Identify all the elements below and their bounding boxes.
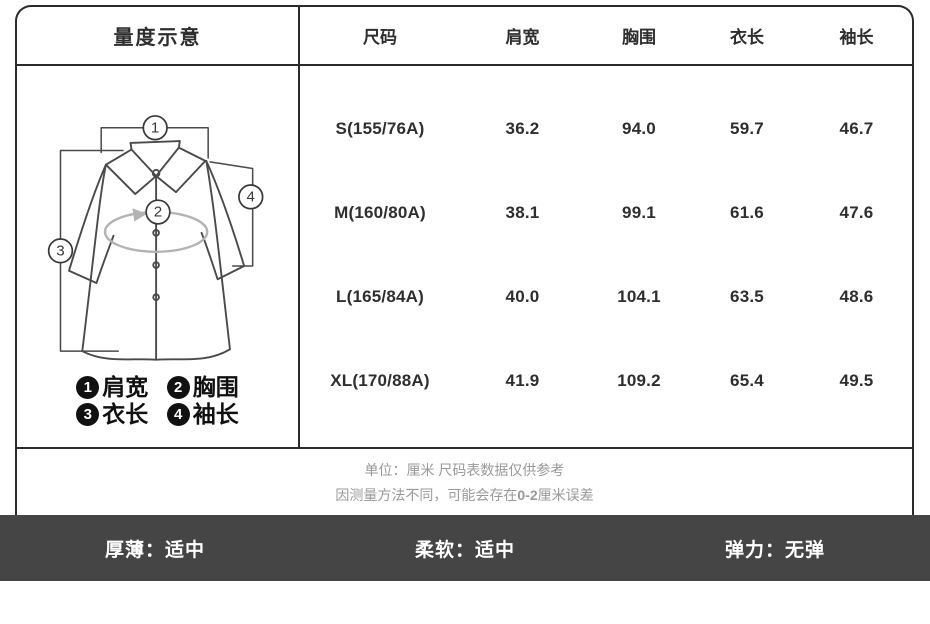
cell-shoulder: 38.1 [505,203,540,222]
chart-top-section: 量度示意 [17,7,912,449]
filled-circle-3-icon: 3 [76,403,100,426]
cell-bust: 99.1 [622,203,656,222]
cell-bust: 109.2 [617,371,661,390]
table-row-m: M(160/80A) 38.1 99.1 61.6 47.6 [300,171,912,255]
legend-item-sleeve: 4 袖长 [166,401,239,428]
legend-item-length: 3 衣长 [76,401,148,428]
attribute-softness: 柔软：适中 [414,539,515,561]
note-line-2-emphasis: 0-2 [517,487,538,503]
fabric-attributes-bar: 厚薄：适中 柔软：适中 弹力：无弹 [0,515,930,581]
legend-item-shoulder: 1 肩宽 [76,374,148,401]
cell-sleeve: 46.7 [839,119,874,138]
table-row-xl: XL(170/88A) 41.9 109.2 65.4 49.5 [300,339,912,423]
cell-shoulder: 40.0 [505,287,540,306]
cell-sleeve: 49.5 [839,371,874,390]
cell-bust: 94.0 [622,119,656,138]
marker-3-icon: 3 [47,238,73,264]
note-line-2: 因测量方法不同，可能会存在0-2厘米误差 [17,483,912,508]
cell-length: 61.6 [730,203,764,222]
svg-text:2: 2 [153,204,161,221]
note-line-2-prefix: 因测量方法不同，可能会存在 [335,487,518,503]
legend-line-1: 1 肩宽 2 胸围 [17,374,298,401]
filled-circle-1-icon: 1 [76,376,100,399]
shirt-measurement-diagram: 1 2 3 4 [47,115,263,361]
column-header-length: 衣长 [730,28,764,47]
legend-label: 衣长 [102,401,149,427]
cell-sleeve: 48.6 [839,287,874,306]
column-header-size: 尺码 [363,28,397,47]
disclaimer-notes: 单位：厘米 尺码表数据仅供参考 因测量方法不同，可能会存在0-2厘米误差 [17,449,912,515]
column-header-sleeve: 袖长 [839,28,874,47]
filled-circle-2-icon: 2 [166,376,190,399]
shirt-outline [67,140,245,361]
legend-label: 袖长 [192,401,239,427]
cell-size: L(165/84A) [336,287,424,306]
svg-text:1: 1 [150,119,158,136]
size-table: 尺码 肩宽 胸围 衣长 袖长 S(155/76A) 36.2 94.0 59.7… [300,7,912,447]
attribute-thickness: 厚薄：适中 [104,539,205,561]
cell-sleeve: 47.6 [839,203,874,222]
measurement-panel-title: 量度示意 [17,7,298,66]
cell-size: M(160/80A) [334,203,426,222]
size-chart-card: 量度示意 [15,5,914,515]
cell-length: 63.5 [730,287,764,306]
table-row-s: S(155/76A) 36.2 94.0 59.7 46.7 [300,87,912,171]
legend-line-2: 3 衣长 4 袖长 [17,401,298,428]
measurement-panel: 量度示意 [17,7,300,447]
size-table-body: S(155/76A) 36.2 94.0 59.7 46.7 M(160/80A… [300,66,912,423]
note-line-1: 单位：厘米 尺码表数据仅供参考 [364,462,565,478]
note-line-2-suffix: 厘米误差 [537,487,594,503]
legend-label: 胸围 [192,374,239,400]
column-header-bust: 胸围 [622,28,656,47]
svg-text:3: 3 [56,242,64,259]
marker-2-icon: 2 [144,199,171,225]
svg-text:4: 4 [246,188,254,205]
legend-label: 肩宽 [102,374,149,400]
cell-length: 59.7 [730,119,764,138]
filled-circle-4-icon: 4 [166,403,190,426]
cell-shoulder: 41.9 [505,371,540,390]
column-header-shoulder: 肩宽 [505,28,540,47]
cell-length: 65.4 [730,371,764,390]
cell-shoulder: 36.2 [505,119,540,138]
marker-4-icon: 4 [237,184,263,210]
cell-size: S(155/76A) [335,119,425,138]
attribute-elasticity: 弹力：无弹 [724,539,825,561]
marker-1-icon: 1 [141,115,168,141]
table-row-l: L(165/84A) 40.0 104.1 63.5 48.6 [300,255,912,339]
legend-item-bust: 2 胸围 [166,374,239,401]
size-table-header: 尺码 肩宽 胸围 衣长 袖长 [300,7,912,66]
cell-size: XL(170/88A) [330,371,430,390]
measurement-legend: 1 肩宽 2 胸围 3 衣长 4 袖长 [17,374,298,428]
cell-bust: 104.1 [617,287,661,306]
